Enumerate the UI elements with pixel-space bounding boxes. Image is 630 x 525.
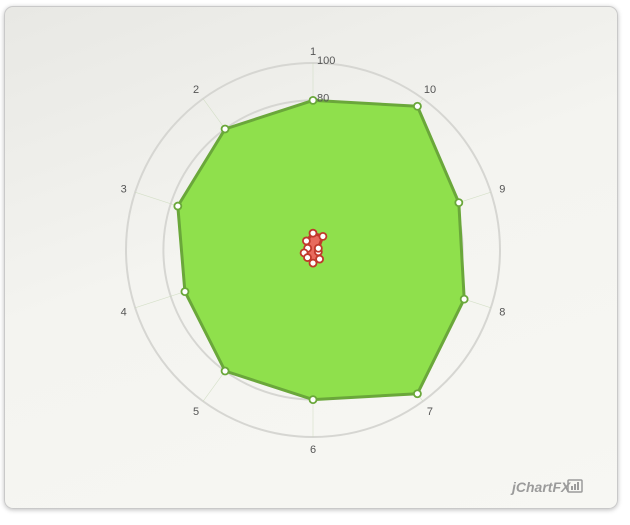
category-label-9: 9 (499, 184, 505, 196)
radial-tick-label-80: 80 (317, 92, 329, 104)
series-2-point-2 (302, 236, 311, 246)
series-1-point-6 (308, 395, 318, 405)
category-label-2: 2 (193, 84, 199, 96)
radar-labels: 80 100 1 2 3 4 5 6 7 8 9 10 (121, 46, 506, 456)
series-1-point-3 (173, 201, 183, 211)
category-label-10: 10 (424, 84, 436, 96)
category-label-6: 6 (310, 444, 316, 456)
series-2-point-7 (315, 254, 324, 264)
series-1-point-10 (413, 101, 422, 111)
series-1-point-4 (180, 287, 190, 297)
series-2-point-6 (308, 258, 318, 268)
series-2-point-5 (303, 253, 312, 262)
logo-text: jChartFX (510, 479, 572, 495)
series-1-point-9 (454, 198, 464, 208)
category-label-8: 8 (499, 306, 505, 318)
radar-series (173, 96, 469, 405)
category-label-3: 3 (121, 184, 127, 196)
chart-logo-icon (567, 479, 583, 493)
series-1-point-2 (220, 124, 230, 134)
category-label-5: 5 (193, 406, 199, 418)
jchartfx-logo: jChartFX (510, 479, 583, 495)
category-label-1: 1 (310, 46, 316, 58)
radial-tick-label-100: 100 (317, 55, 335, 67)
series-2-point-9 (313, 243, 323, 253)
series-1-point-8 (459, 294, 469, 304)
series-1-point-7 (413, 389, 422, 399)
series-2-point-10 (318, 231, 328, 241)
series-2-point-1 (308, 228, 318, 238)
category-label-4: 4 (121, 306, 127, 318)
series-1-point-1 (308, 96, 318, 105)
series-1-point-5 (220, 366, 230, 376)
category-label-7: 7 (427, 406, 433, 418)
